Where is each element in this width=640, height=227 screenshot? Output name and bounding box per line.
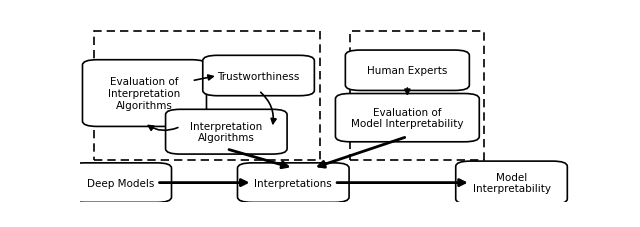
Text: Model
Interpretability: Model Interpretability <box>472 172 550 194</box>
Text: Evaluation of
Model Interpretability: Evaluation of Model Interpretability <box>351 107 463 129</box>
Text: Interpretation
Algorithms: Interpretation Algorithms <box>190 121 262 143</box>
Text: Deep Models: Deep Models <box>87 178 154 188</box>
Text: Evaluation of
Interpretation
Algorithms: Evaluation of Interpretation Algorithms <box>108 77 180 110</box>
Text: Human Experts: Human Experts <box>367 66 447 76</box>
FancyBboxPatch shape <box>456 161 567 204</box>
Text: Trustworthiness: Trustworthiness <box>218 71 300 81</box>
FancyBboxPatch shape <box>203 56 314 96</box>
FancyBboxPatch shape <box>237 163 349 202</box>
Text: Interpretations: Interpretations <box>255 178 332 188</box>
Bar <box>350 32 484 160</box>
Bar <box>94 32 319 160</box>
FancyBboxPatch shape <box>83 60 207 127</box>
FancyBboxPatch shape <box>166 110 287 154</box>
FancyBboxPatch shape <box>335 94 479 142</box>
FancyBboxPatch shape <box>346 51 469 91</box>
FancyBboxPatch shape <box>70 163 172 202</box>
